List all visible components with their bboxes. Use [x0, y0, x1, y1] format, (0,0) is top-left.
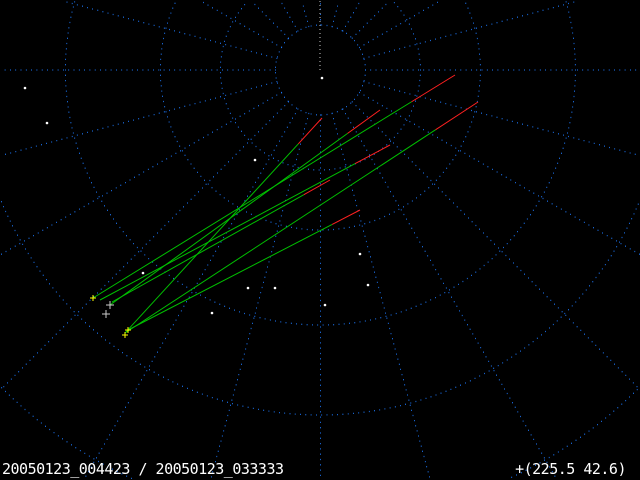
azimuth-line [342, 2, 360, 32]
meteor-trail [92, 101, 412, 299]
azimuth-line [359, 91, 640, 255]
meteor-end [347, 109, 381, 134]
azimuth-line [203, 1, 282, 49]
azimuth-line [85, 108, 299, 477]
meteor-end [435, 101, 479, 131]
altitude-circle [1, 201, 639, 416]
star [366, 283, 370, 287]
azimuth-line [363, 1, 575, 60]
star [210, 311, 214, 315]
radiant-marker [125, 327, 131, 333]
star [320, 76, 324, 80]
azimuth-line [351, 101, 638, 388]
meteor-trail [99, 163, 356, 301]
azimuth-line [302, 5, 310, 28]
radiant-marker [90, 295, 96, 301]
azimuth-line [331, 5, 338, 28]
meteor-trail [127, 223, 333, 331]
azimuth-line [320, 114, 321, 477]
star [141, 271, 145, 275]
cursor-crosshair [106, 301, 114, 309]
meteor-end [354, 144, 391, 165]
altitude-circle [65, 1, 576, 326]
azimuth-line [211, 112, 310, 478]
azimuth-line [331, 112, 430, 478]
azimuth-line [351, 3, 387, 39]
altitude-circle [160, 2, 481, 231]
meteor-trail [111, 194, 305, 303]
star [246, 286, 250, 290]
meteor-trail [124, 129, 436, 334]
altitude-circle [220, 1, 421, 171]
azimuth-line [363, 80, 636, 155]
azimuth-line [281, 2, 299, 32]
meteor-end [297, 117, 323, 145]
azimuth-line [359, 1, 438, 49]
meteor-end [331, 209, 361, 225]
star [273, 286, 277, 290]
meteor-trail [124, 143, 299, 334]
azimuth-line [254, 3, 289, 39]
meteor-end [303, 179, 331, 196]
azimuth-line [3, 101, 289, 388]
star [253, 158, 257, 162]
star [45, 121, 49, 125]
meteor-end [411, 74, 456, 103]
file-range-label: 20050123_004423 / 20050123_033333 [2, 460, 284, 478]
azimuth-line [5, 80, 278, 155]
star [23, 86, 27, 90]
radiant-marker [122, 332, 128, 338]
azimuth-line [342, 108, 556, 477]
azimuth-line [66, 1, 278, 60]
cursor-coordinate: +(225.5 42.6) [515, 460, 626, 478]
altitude-circle [1, 387, 638, 480]
cursor-crosshair [102, 310, 110, 318]
star [323, 303, 327, 307]
star [358, 252, 362, 256]
azimuth-line [1, 91, 282, 255]
